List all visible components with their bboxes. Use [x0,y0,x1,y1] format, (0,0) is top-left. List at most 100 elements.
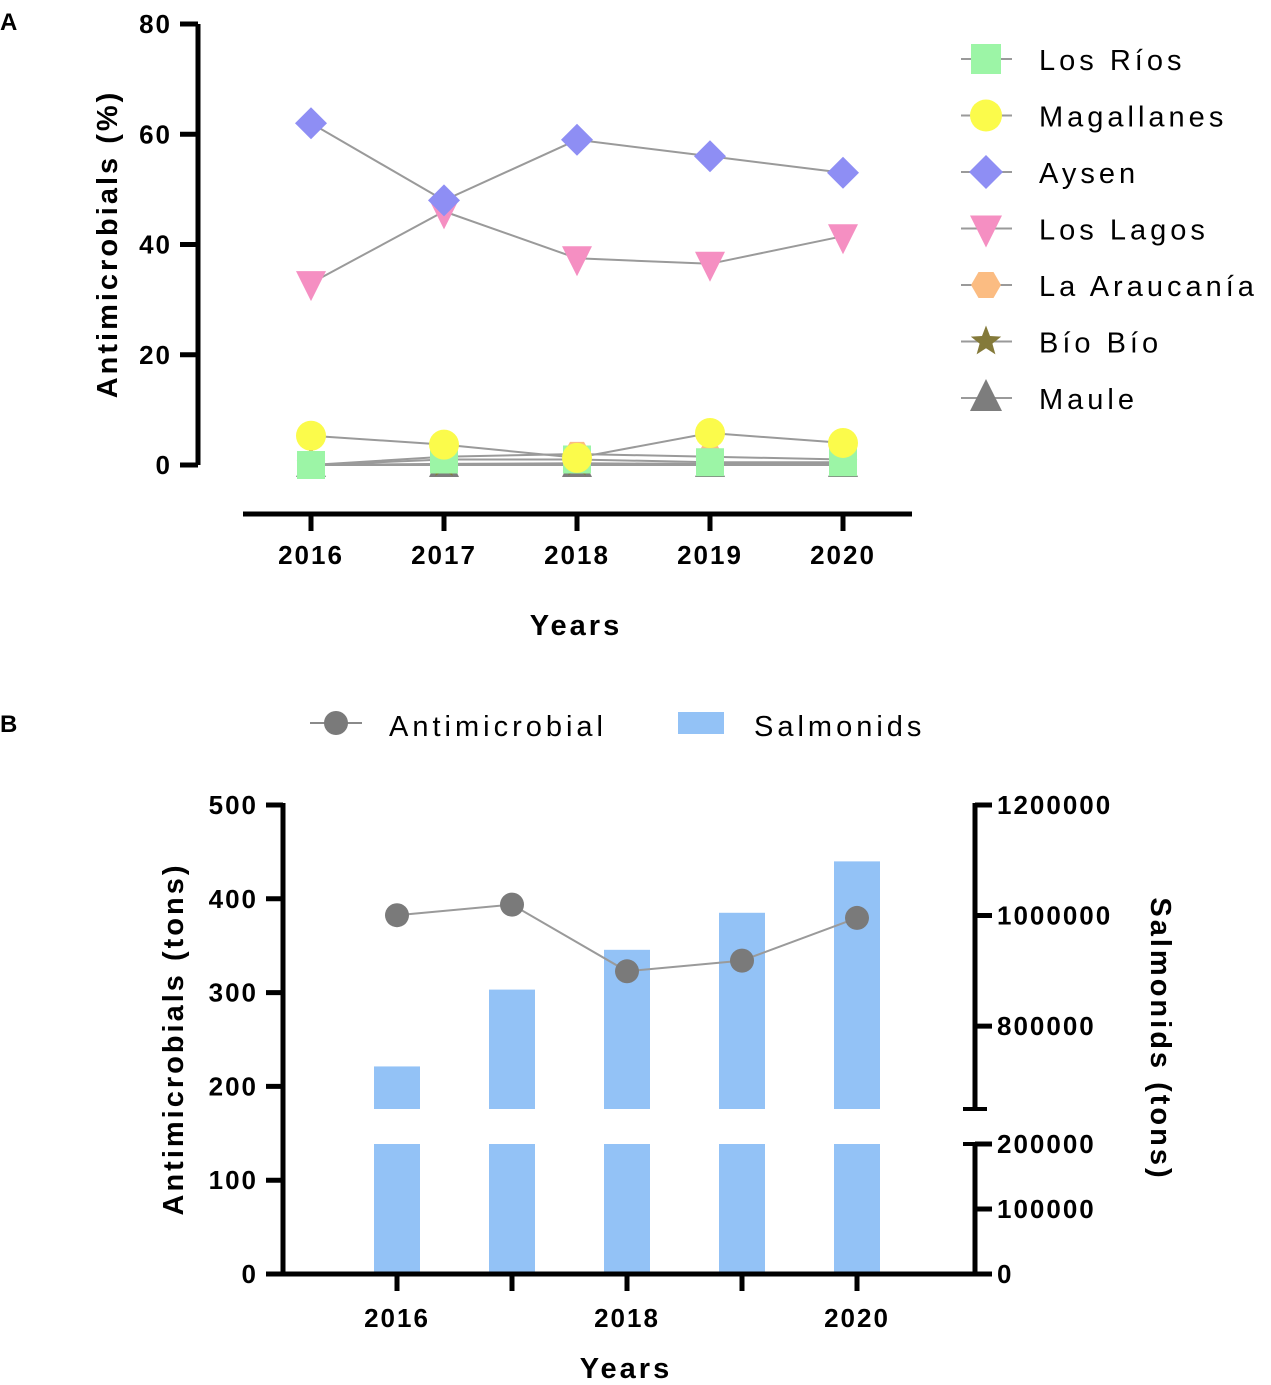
salmonids-bar-lower [834,1144,880,1274]
panel-b-left-y-axis-label: Antimicrobials (tons) [158,862,190,1215]
salmonids-bar [489,989,535,1109]
x-tick-label: 2018 [594,1303,660,1333]
data-point [295,107,327,140]
data-point [428,184,460,217]
legend-label: Los Lagos [1039,215,1209,247]
data-point [695,418,725,449]
y-left-tick-label: 500 [209,790,258,820]
y-right-tick-label: 0 [997,1259,1013,1289]
panel-a-x-axis-label: Years [530,610,622,642]
y-left-tick-label: 100 [209,1165,258,1195]
data-point [828,224,858,255]
panel-a-y-ticks: 0 20 40 60 80 [139,9,198,480]
panel-a-label: A [0,9,17,36]
panel-a-y-axis-label: Antimicrobials (%) [92,90,124,399]
legend-item: Magallanes [961,99,1227,134]
y-left-tick-label: 300 [209,978,258,1008]
y-tick-label: 0 [156,450,172,480]
panel-b-label: B [0,711,17,738]
panel-a-legend: Los Ríos Magallanes Aysen Los Lagos La Arauc… [961,44,1258,416]
legend-item: Maule [961,379,1138,416]
y-left-tick-label: 400 [209,884,258,914]
y-left-tick-label: 200 [209,1071,258,1101]
data-point [296,271,326,302]
salmonids-bar [719,912,765,1109]
legend-antimicrobial-label: Antimicrobial [389,711,607,743]
y-right-tick-label: 1200000 [997,790,1112,820]
data-point [694,140,726,173]
y-tick-label: 80 [139,9,172,39]
salmonids-bar-lower [604,1144,650,1274]
salmonids-bar-lower [719,1144,765,1274]
data-point [827,156,859,189]
data-point [695,251,725,282]
salmonids-bar [374,1066,420,1109]
legend-label: Magallanes [1039,102,1227,134]
y-right-tick-label: 100000 [997,1194,1096,1224]
data-point [828,427,858,458]
legend-salmonids-label: Salmonids [754,711,925,743]
series-Magallanes [296,418,858,473]
y-tick-label: 20 [139,340,172,370]
salmonids-bar-lower [374,1144,420,1274]
y-right-tick-label: 800000 [997,1011,1096,1041]
panel-b-right-y-ticks: 0 100000 200000 800000 1000000 1200000 [975,790,1112,1289]
data-point [296,420,326,451]
legend-marker [970,99,1002,132]
x-tick-label: 2016 [278,540,344,570]
data-point [561,123,593,156]
legend-antimicrobial-marker [324,711,348,735]
x-tick-label: 2016 [364,1303,430,1333]
legend-marker [971,272,1001,298]
y-right-tick-label: 200000 [997,1129,1096,1159]
legend-item: Bío Bío [961,325,1162,360]
y-tick-label: 60 [139,119,172,149]
data-point [429,429,459,460]
x-tick-label: 2018 [544,540,610,570]
legend-item: Los Ríos [961,44,1185,77]
legend-label: Los Ríos [1039,45,1185,77]
legend-label: Bío Bío [1039,328,1162,360]
data-point [297,451,325,479]
data-point [562,442,592,473]
panel-b-legend: Antimicrobial Salmonids [310,711,925,743]
series-Los Lagos [296,199,858,302]
legend-marker [971,44,1001,74]
panel-b-right-y-axis-label: Salmonids (tons) [1144,897,1176,1180]
legend-item: La Araucanía [961,271,1258,303]
panel-a-line-chart: A 0 20 40 60 80 2016 2017 2018 2019 2020 Years A… [0,9,1258,642]
x-tick-label: 2019 [677,540,743,570]
legend-item: Los Lagos [961,215,1209,248]
antimicrobial-point [845,905,869,930]
legend-label: Aysen [1039,158,1139,190]
legend-marker [970,325,1002,355]
legend-label: Maule [1039,384,1138,416]
antimicrobial-point [615,959,639,984]
y-tick-label: 40 [139,230,172,260]
legend-marker [970,215,1002,248]
legend-label: La Araucanía [1039,271,1258,303]
panel-a-plot-area [295,107,859,479]
data-point [562,246,592,277]
panel-b-bars [374,861,880,1274]
y-left-tick-label: 0 [242,1259,258,1289]
antimicrobial-point [730,948,754,973]
legend-marker [969,155,1003,189]
panel-b-left-y-ticks: 0 100 200 300 400 500 [209,790,283,1289]
x-tick-label: 2020 [810,540,876,570]
salmonids-bar [834,861,880,1109]
antimicrobial-point [385,903,409,928]
legend-salmonids-swatch [678,712,724,734]
panel-b-x-axis-label: Years [580,1353,672,1385]
panel-b-combo-chart: B Antimicrobial Salmonids 0 100 200 300 400 5… [0,711,1176,1385]
panel-b-x-ticks: 2016 2018 2020 [364,1274,888,1333]
antimicrobial-point [500,892,524,917]
legend-item: Aysen [961,155,1139,190]
panel-b-antimicrobial-line [385,892,869,984]
x-tick-label: 2017 [411,540,477,570]
data-point [696,448,724,477]
legend-marker [970,379,1002,411]
y-right-tick-label: 1000000 [997,901,1112,931]
series-Aysen [295,107,859,217]
